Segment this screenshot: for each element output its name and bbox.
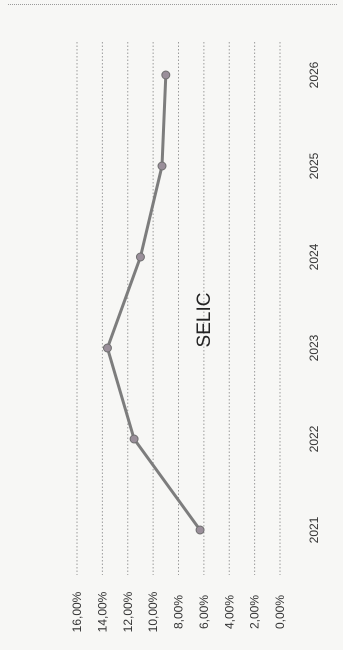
chart-frame bbox=[8, 4, 337, 644]
x-tick-label: 2024 bbox=[307, 243, 321, 270]
data-point bbox=[135, 252, 145, 262]
x-tick-label: 2022 bbox=[307, 425, 321, 452]
x-tick-label: 2021 bbox=[307, 516, 321, 543]
y-tick-label: 8,00% bbox=[172, 595, 186, 629]
data-point bbox=[102, 343, 112, 353]
y-tick-label: 0,00% bbox=[273, 595, 287, 629]
data-point bbox=[129, 434, 139, 444]
y-tick-label: 6,00% bbox=[197, 595, 211, 629]
x-tick-label: 2023 bbox=[307, 334, 321, 361]
y-tick-label: 10,00% bbox=[146, 591, 160, 632]
y-tick-label: 14,00% bbox=[95, 591, 109, 632]
x-tick-label: 2026 bbox=[307, 61, 321, 88]
data-point bbox=[157, 161, 167, 171]
y-tick-label: 16,00% bbox=[70, 591, 84, 632]
chart-title: SELIC bbox=[194, 293, 215, 348]
data-point bbox=[161, 70, 171, 80]
y-tick-label: 2,00% bbox=[248, 595, 262, 629]
x-tick-label: 2025 bbox=[307, 152, 321, 179]
y-tick-label: 12,00% bbox=[121, 591, 135, 632]
series-line bbox=[105, 74, 202, 531]
data-point bbox=[195, 525, 205, 535]
y-tick-label: 4,00% bbox=[222, 595, 236, 629]
